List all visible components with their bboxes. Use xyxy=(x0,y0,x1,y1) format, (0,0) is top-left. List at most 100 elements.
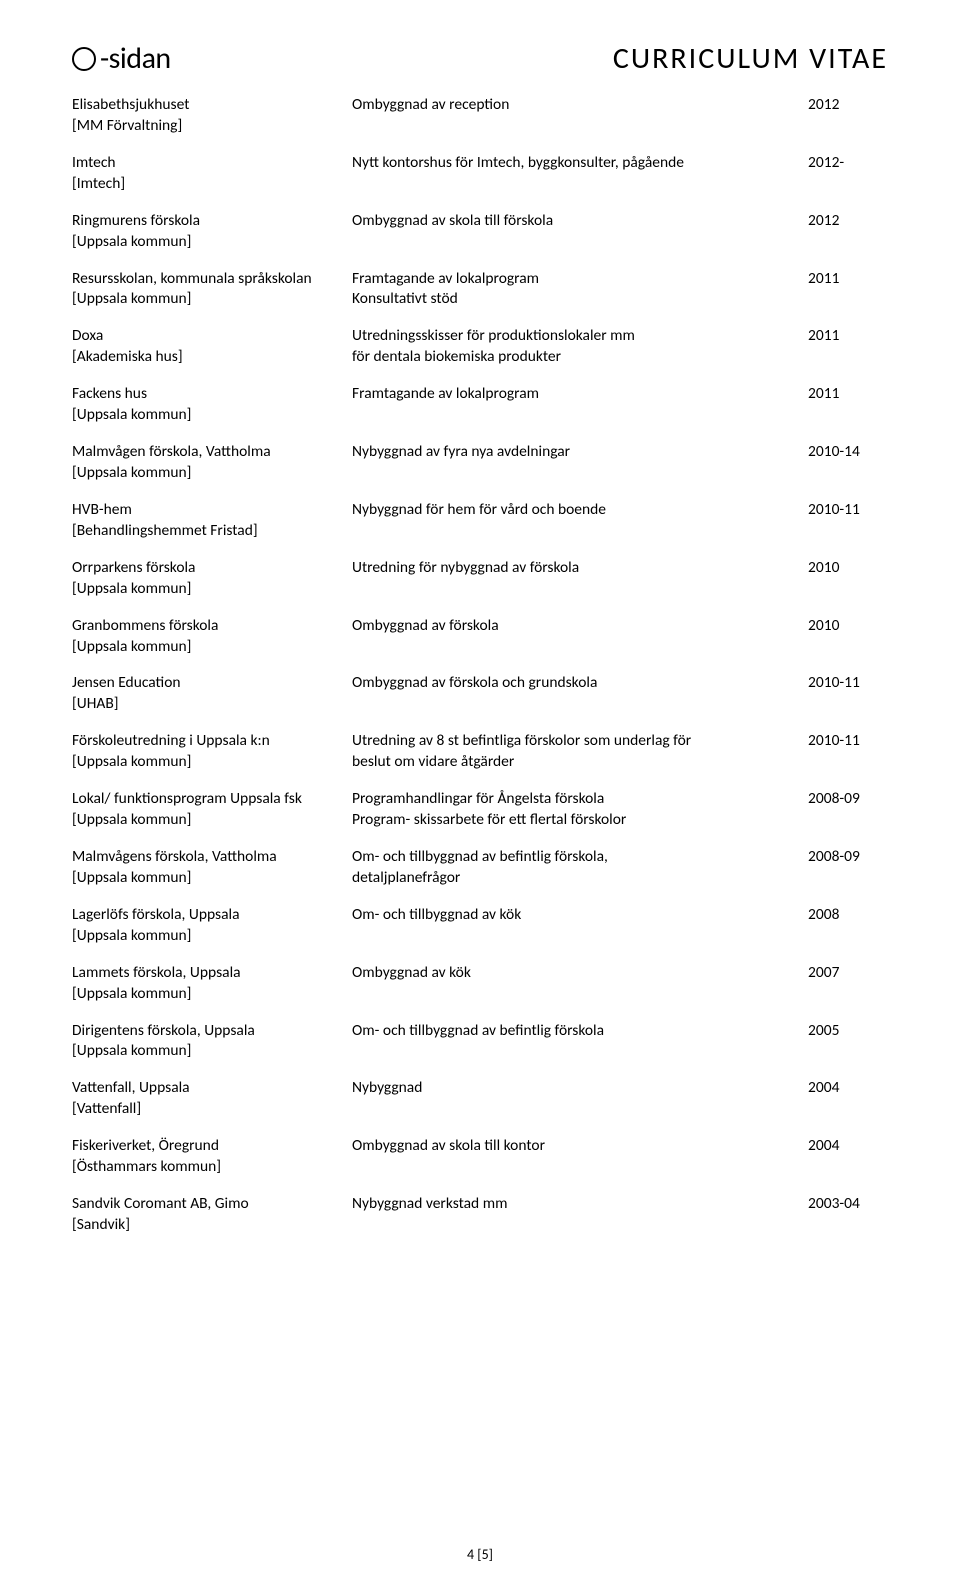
cv-entry: Ringmurens förskola[Uppsala kommun]Ombyg… xyxy=(72,211,888,253)
entry-left: Malmvågen förskola, Vattholma[Uppsala ko… xyxy=(72,442,352,484)
cv-entry: Malmvågen förskola, Vattholma[Uppsala ko… xyxy=(72,442,888,484)
entry-client: [MM Förvaltning] xyxy=(72,116,340,137)
cv-entry: Imtech[Imtech]Nytt kontorshus för Imtech… xyxy=(72,153,888,195)
entry-client: [Akademiska hus] xyxy=(72,347,340,368)
page-title: CURRICULUM VITAE xyxy=(613,40,888,77)
entry-client: [Sandvik] xyxy=(72,1215,340,1236)
entry-title: Förskoleutredning i Uppsala k:n xyxy=(72,731,340,752)
entry-description: Nytt kontorshus för Imtech, byggkonsulte… xyxy=(352,153,808,195)
entry-description: Ombyggnad av förskola och grundskola xyxy=(352,673,808,715)
entry-description: Nybyggnad verkstad mm xyxy=(352,1194,808,1236)
entry-client: [UHAB] xyxy=(72,694,340,715)
entry-year: 2010-11 xyxy=(808,731,888,773)
entry-title: Lagerlöfs förskola, Uppsala xyxy=(72,905,340,926)
entry-title: Imtech xyxy=(72,153,340,174)
entry-left: Jensen Education[UHAB] xyxy=(72,673,352,715)
entry-client: [Uppsala kommun] xyxy=(72,579,340,600)
entry-left: Granbommens förskola[Uppsala kommun] xyxy=(72,616,352,658)
cv-entry: Granbommens förskola[Uppsala kommun]Omby… xyxy=(72,616,888,658)
entry-client: [Uppsala kommun] xyxy=(72,637,340,658)
entry-description: Framtagande av lokalprogramKonsultativt … xyxy=(352,269,808,311)
entry-left: Imtech[Imtech] xyxy=(72,153,352,195)
entry-client: [Uppsala kommun] xyxy=(72,926,340,947)
entry-title: Fackens hus xyxy=(72,384,340,405)
cv-entries: Elisabethsjukhuset[MM Förvaltning] Ombygg… xyxy=(72,95,888,1236)
entry-title: Vattenfall, Uppsala xyxy=(72,1078,340,1099)
entry-description: Framtagande av lokalprogram xyxy=(352,384,808,426)
entry-title: Fiskeriverket, Öregrund xyxy=(72,1136,340,1157)
page-number: 4 [5] xyxy=(0,1546,960,1563)
entry-title: Orrparkens förskola xyxy=(72,558,340,579)
entry-client: [Uppsala kommun] xyxy=(72,463,340,484)
entry-year: 2010-11 xyxy=(808,500,888,542)
entry-client: [Uppsala kommun] xyxy=(72,289,340,310)
entry-description: Om- och tillbyggnad av befintlig förskol… xyxy=(352,1021,808,1063)
entry-description: Utredning av 8 st befintliga förskolor s… xyxy=(352,731,808,773)
entry-client: [Uppsala kommun] xyxy=(72,232,340,253)
cv-entry: Fackens hus[Uppsala kommun]Framtagande a… xyxy=(72,384,888,426)
cv-entry: Förskoleutredning i Uppsala k:n[Uppsala … xyxy=(72,731,888,773)
entry-year: 2003-04 xyxy=(808,1194,888,1236)
entry-client: [Uppsala kommun] xyxy=(72,405,340,426)
entry-year: 2012- xyxy=(808,153,888,195)
entry-year: 2012 xyxy=(808,211,888,253)
cv-entry: Malmvågens förskola, Vattholma[Uppsala k… xyxy=(72,847,888,889)
cv-entry: Sandvik Coromant AB, Gimo[Sandvik]Nybygg… xyxy=(72,1194,888,1236)
cv-entry: Lokal/ funktionsprogram Uppsala fsk[Upps… xyxy=(72,789,888,831)
entry-left: Fackens hus[Uppsala kommun] xyxy=(72,384,352,426)
cv-entry: Doxa[Akademiska hus] Utredningsskisser fö… xyxy=(72,326,888,368)
entry-left: Malmvågens förskola, Vattholma[Uppsala k… xyxy=(72,847,352,889)
cv-entry: Jensen Education[UHAB]Ombyggnad av försk… xyxy=(72,673,888,715)
entry-left: Resursskolan, kommunala språkskolan[Upps… xyxy=(72,269,352,311)
entry-description: Om- och tillbyggnad av befintlig förskol… xyxy=(352,847,808,889)
entry-description: Nybyggnad xyxy=(352,1078,808,1120)
entry-description: Utredning för nybyggnad av förskola xyxy=(352,558,808,600)
entry-left: Vattenfall, Uppsala[Vattenfall] xyxy=(72,1078,352,1120)
cv-entry: HVB-hem[Behandlingshemmet Fristad]Nybygg… xyxy=(72,500,888,542)
entry-client: [Uppsala kommun] xyxy=(72,868,340,889)
entry-year: 2004 xyxy=(808,1078,888,1120)
cv-page: -sidan CURRICULUM VITAE Elisabethsjukhus… xyxy=(0,0,960,1587)
entry-title: Resursskolan, kommunala språkskolan xyxy=(72,269,340,290)
logo: -sidan xyxy=(72,40,171,77)
entry-description: Om- och tillbyggnad av kök xyxy=(352,905,808,947)
entry-title: Elisabethsjukhuset xyxy=(72,95,340,116)
entry-client: [Uppsala kommun] xyxy=(72,1041,340,1062)
entry-year: 2010 xyxy=(808,558,888,600)
entry-year: 2011 xyxy=(808,326,888,368)
cv-entry: Lagerlöfs förskola, Uppsala[Uppsala komm… xyxy=(72,905,888,947)
entry-left: Elisabethsjukhuset[MM Förvaltning] xyxy=(72,95,352,137)
cv-entry: Dirigentens förskola, Uppsala[Uppsala ko… xyxy=(72,1021,888,1063)
entry-left: Lokal/ funktionsprogram Uppsala fsk[Upps… xyxy=(72,789,352,831)
cv-entry: Elisabethsjukhuset[MM Förvaltning]Ombygg… xyxy=(72,95,888,137)
entry-left: Ringmurens förskola[Uppsala kommun] xyxy=(72,211,352,253)
entry-title: Dirigentens förskola, Uppsala xyxy=(72,1021,340,1042)
entry-year: 2010-14 xyxy=(808,442,888,484)
entry-title: Ringmurens förskola xyxy=(72,211,340,232)
entry-year: 2008-09 xyxy=(808,789,888,831)
entry-client: [Imtech] xyxy=(72,174,340,195)
entry-title: Doxa xyxy=(72,326,340,347)
entry-description: Nybyggnad för hem för vård och boende xyxy=(352,500,808,542)
entry-year: 2011 xyxy=(808,384,888,426)
logo-icon xyxy=(72,47,96,71)
cv-entry: Fiskeriverket, Öregrund[Östhammars kommu… xyxy=(72,1136,888,1178)
entry-title: Lammets förskola, Uppsala xyxy=(72,963,340,984)
entry-year: 2008-09 xyxy=(808,847,888,889)
entry-left: Lagerlöfs förskola, Uppsala[Uppsala komm… xyxy=(72,905,352,947)
entry-description: Ombyggnad av förskola xyxy=(352,616,808,658)
entry-left: Dirigentens förskola, Uppsala[Uppsala ko… xyxy=(72,1021,352,1063)
entry-client: [Vattenfall] xyxy=(72,1099,340,1120)
entry-description: Programhandlingar för Ångelsta förskolaP… xyxy=(352,789,808,831)
cv-entry: Orrparkens förskola[Uppsala kommun] Utred… xyxy=(72,558,888,600)
entry-title: Jensen Education xyxy=(72,673,340,694)
entry-description: Nybyggnad av fyra nya avdelningar xyxy=(352,442,808,484)
entry-client: [Behandlingshemmet Fristad] xyxy=(72,521,340,542)
entry-client: [Uppsala kommun] xyxy=(72,810,340,831)
entry-left: Lammets förskola, Uppsala[Uppsala kommun… xyxy=(72,963,352,1005)
entry-year: 2012 xyxy=(808,95,888,137)
header-row: -sidan CURRICULUM VITAE xyxy=(72,40,888,77)
entry-description: Utredningsskisser för produktionslokaler… xyxy=(352,326,808,368)
logo-text: -sidan xyxy=(100,40,171,77)
cv-entry: Lammets förskola, Uppsala[Uppsala kommun… xyxy=(72,963,888,1005)
